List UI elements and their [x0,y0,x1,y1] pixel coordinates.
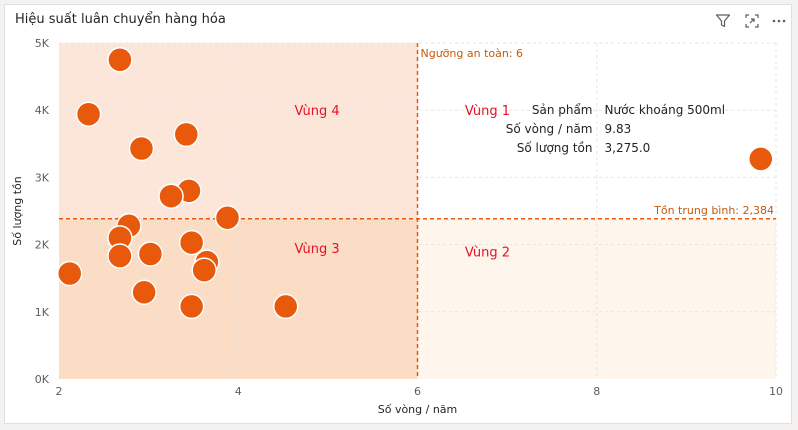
data-point[interactable] [137,241,164,267]
data-point[interactable] [107,47,133,73]
data-point[interactable] [748,146,774,172]
tooltip-label: Sản phẩm [532,103,593,117]
data-point[interactable] [178,229,205,256]
zone-labels-layer: Vùng 1 Vùng 2 Vùng 3 Vùng 4 [295,104,511,260]
data-point[interactable] [128,135,155,162]
axes-layer: 0K 1K 2K 3K 4K 5K 2 4 6 8 10 Số vòng / năm Số lượng … [11,37,783,416]
data-point[interactable] [273,293,299,320]
data-point[interactable] [214,204,241,231]
y-tick-label: 0K [35,373,50,386]
data-point[interactable] [173,121,200,148]
data-point[interactable] [107,243,133,269]
y-tick-label: 3K [35,171,50,184]
data-point[interactable] [158,183,184,209]
x-tick-label: 6 [414,385,421,398]
tooltip-value: 9.83 [605,122,632,136]
data-point[interactable] [57,260,83,287]
y-tick-label: 4K [35,104,50,117]
data-point[interactable] [131,279,157,306]
zone-label: Vùng 4 [295,104,340,119]
scatter-chart: Ngưỡng an toàn: 6 Tồn trung bình: 2,384 V… [11,37,783,416]
zone-background-bottom-right [417,218,776,379]
x-tick-label: 8 [593,385,600,398]
y-tick-label: 2K [35,239,50,252]
points-layer [57,47,774,320]
tooltip-value: Nước khoáng 500ml [605,103,726,117]
safety-threshold-label: Ngưỡng an toàn: 6 [421,47,524,60]
chart-visual-card: Hiệu suất luân chuyển hàng hóa Ngưỡng an… [4,4,792,424]
x-tick-label: 4 [235,385,242,398]
data-point[interactable] [191,257,217,283]
tooltip-label: Số vòng / năm [506,122,593,136]
average-stock-label: Tồn trung bình: 2,384 [653,204,774,217]
zone-label: Vùng 3 [295,242,340,257]
tooltip: Sản phẩm Nước khoáng 500ml Số vòng / năm 9.… [506,103,725,155]
more-options-icon[interactable] [769,11,789,31]
data-point[interactable] [178,293,205,320]
x-axis-title: Số vòng / năm [378,403,458,416]
focus-mode-icon[interactable] [742,11,762,31]
y-axis-title: Số lượng tồn [11,176,24,245]
data-point[interactable] [75,101,102,127]
x-tick-label: 10 [769,385,783,398]
reference-lines-layer: Ngưỡng an toàn: 6 Tồn trung bình: 2,384 [59,43,776,379]
visual-title: Hiệu suất luân chuyển hàng hóa [15,12,226,27]
zone-label: Vùng 2 [465,245,510,260]
zone-label: Vùng 1 [465,104,510,119]
tooltip-value: 3,275.0 [605,141,651,155]
tooltip-label: Số lượng tồn [517,141,593,155]
filter-icon[interactable] [713,11,733,31]
y-tick-label: 5K [35,37,50,50]
x-tick-label: 2 [56,385,63,398]
y-tick-label: 1K [35,306,50,319]
